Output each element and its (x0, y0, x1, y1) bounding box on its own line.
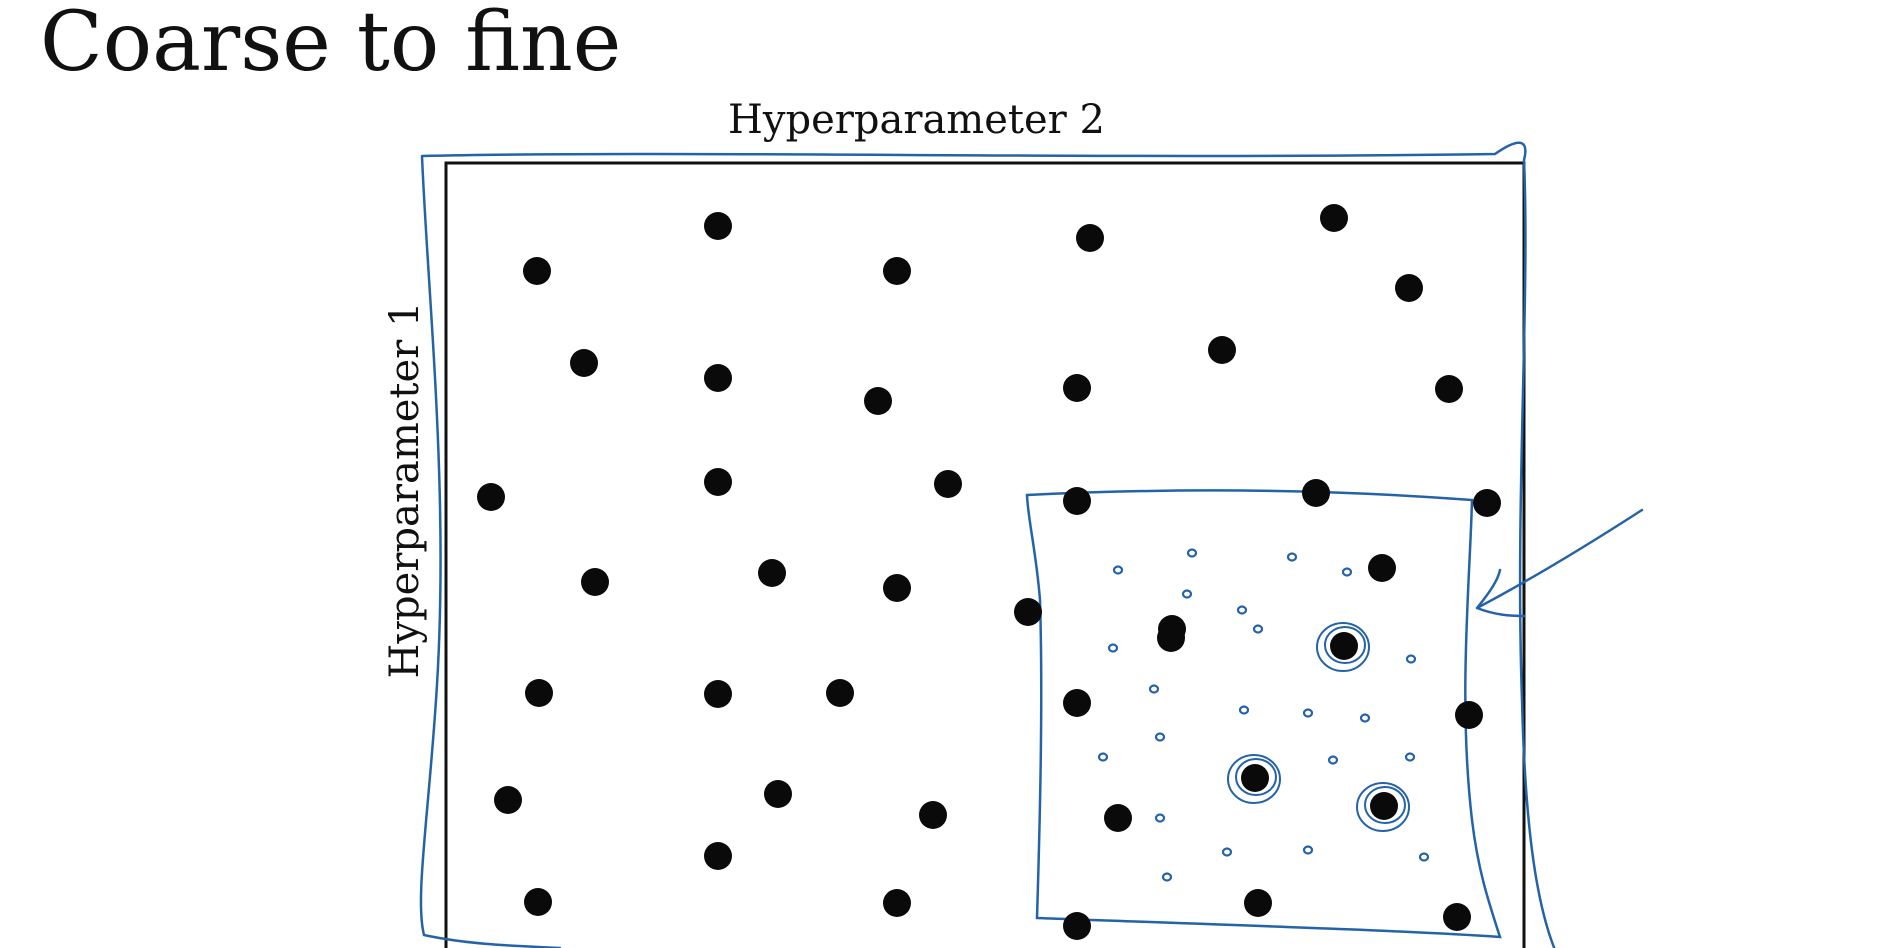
sample-point (704, 468, 732, 496)
sample-point (1395, 274, 1423, 302)
sample-point (1244, 889, 1272, 917)
fine-sample-point (1223, 849, 1231, 856)
fine-sample-point (1109, 645, 1117, 652)
fine-sample-point (1156, 815, 1164, 822)
fine-sample-point (1254, 626, 1262, 633)
fine-sample-point (1150, 686, 1158, 693)
fine-sample-point (1407, 656, 1415, 663)
sample-point (883, 889, 911, 917)
sample-point (1302, 479, 1330, 507)
plot-frame (446, 163, 1524, 948)
fine-sample-point (1163, 874, 1171, 881)
sample-point (919, 801, 947, 829)
sample-point (1063, 487, 1091, 515)
sample-point (758, 559, 786, 587)
sample-point (581, 568, 609, 596)
fine-sample-point (1304, 847, 1312, 854)
sample-point (524, 888, 552, 916)
sample-point (1241, 764, 1269, 792)
sample-point (1208, 336, 1236, 364)
sample-point (525, 679, 553, 707)
fine-sample-point (1343, 569, 1351, 576)
sample-point (704, 842, 732, 870)
sample-point (704, 680, 732, 708)
sample-point (1157, 624, 1185, 652)
sample-point (1370, 792, 1398, 820)
fine-sample-point (1240, 707, 1248, 714)
sample-point (704, 364, 732, 392)
sample-point (1443, 903, 1471, 931)
fine-sample-point (1099, 754, 1107, 761)
fine-region-outline (1027, 490, 1500, 937)
fine-sample-point (1238, 607, 1246, 614)
coarse-sample-points (477, 204, 1501, 940)
fine-sample-point (1183, 591, 1191, 598)
sample-point (1104, 804, 1132, 832)
sample-point (570, 349, 598, 377)
fine-sample-point (1361, 715, 1369, 722)
sample-point (883, 257, 911, 285)
fine-sample-point (1114, 567, 1122, 574)
fine-sample-point (1420, 854, 1428, 861)
sample-point (1473, 489, 1501, 517)
coarse-region-outline (421, 143, 1555, 948)
fine-sample-point (1188, 550, 1196, 557)
sample-point (1368, 554, 1396, 582)
sample-point (1014, 598, 1042, 626)
sample-point (1063, 912, 1091, 940)
sample-point (1076, 224, 1104, 252)
sample-point (826, 679, 854, 707)
fine-sample-point (1288, 554, 1296, 561)
sample-point (864, 387, 892, 415)
sample-point (883, 574, 911, 602)
sample-point (764, 780, 792, 808)
arrow-icon (1477, 510, 1642, 616)
sample-point (1435, 375, 1463, 403)
sample-point (1063, 689, 1091, 717)
fine-sample-point (1156, 734, 1164, 741)
sample-point (934, 470, 962, 498)
fine-sample-point (1406, 754, 1414, 761)
sample-point (1063, 374, 1091, 402)
fine-sample-point (1329, 757, 1337, 764)
sample-point (477, 483, 505, 511)
sample-point (1320, 204, 1348, 232)
sample-point (523, 257, 551, 285)
fine-sample-point (1304, 710, 1312, 717)
sample-point (1455, 701, 1483, 729)
sample-point (1330, 632, 1358, 660)
sample-point (704, 212, 732, 240)
sample-point (494, 786, 522, 814)
